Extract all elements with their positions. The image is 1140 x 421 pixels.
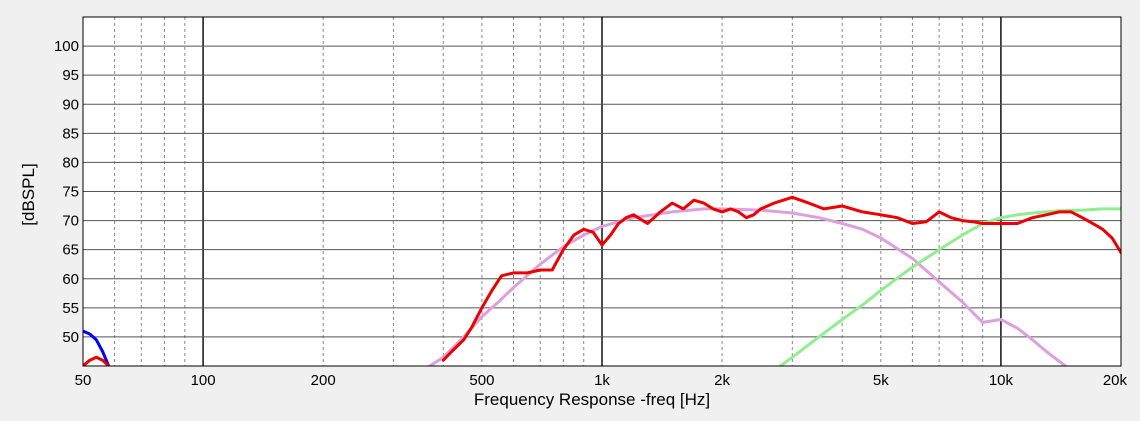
x-tick-label: 50: [75, 372, 92, 389]
y-tick-label: 80: [62, 154, 79, 171]
series-layer: [83, 195, 1121, 366]
y-tick-label: 55: [62, 300, 79, 317]
x-tick-label: 2k: [714, 372, 730, 389]
y-tick-label: 65: [62, 242, 79, 259]
y-tick-label: 70: [62, 213, 79, 230]
x-tick-label: 5k: [873, 372, 889, 389]
x-axis-title: Frequency Response -freq [Hz]: [474, 390, 710, 409]
x-tick-label: 20k: [1103, 372, 1128, 389]
series-line-3: [83, 329, 111, 366]
y-tick-label: 60: [62, 271, 79, 288]
y-tick-label: 50: [62, 329, 79, 346]
x-tick-label: 10k: [989, 372, 1014, 389]
series-line-4: [83, 195, 1121, 366]
x-tick-label: 500: [469, 372, 494, 389]
y-axis-ticks: 50 55 60 65 70 75 80 85 90 95 100: [54, 38, 79, 346]
x-tick-label: 1k: [594, 372, 610, 389]
y-tick-label: 75: [62, 184, 79, 201]
x-tick-label: 100: [191, 372, 216, 389]
x-tick-label: 200: [311, 372, 336, 389]
y-axis-title: [dBSPL]: [19, 163, 38, 225]
plot-border: [82, 16, 1122, 367]
y-tick-label: 90: [62, 96, 79, 113]
y-tick-label: 85: [62, 125, 79, 142]
y-tick-label: 95: [62, 67, 79, 84]
y-tick-label: 100: [54, 38, 79, 55]
x-axis-ticks: 50 100 200 500 1k 2k 5k 10k 20k: [75, 372, 1128, 389]
